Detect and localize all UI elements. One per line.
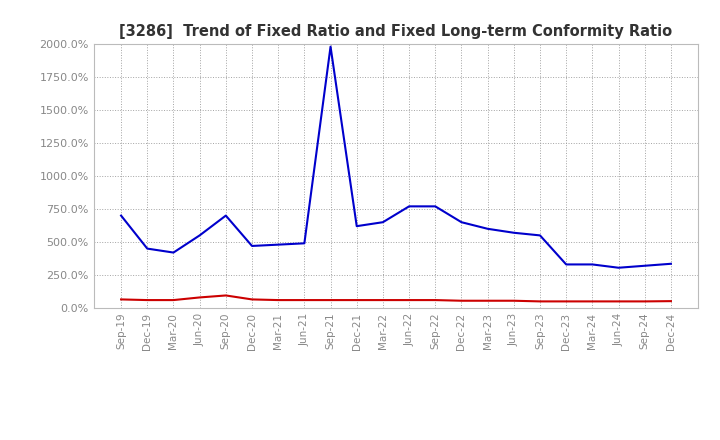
- Fixed Long-term Conformity Ratio: [169, 297, 178, 303]
- Fixed Long-term Conformity Ratio: [195, 295, 204, 300]
- Fixed Long-term Conformity Ratio: [431, 297, 440, 303]
- Fixed Ratio: [274, 242, 282, 247]
- Fixed Ratio: [248, 243, 256, 249]
- Line: Fixed Ratio: Fixed Ratio: [121, 47, 671, 268]
- Fixed Long-term Conformity Ratio: [588, 299, 597, 304]
- Fixed Ratio: [431, 204, 440, 209]
- Fixed Ratio: [588, 262, 597, 267]
- Fixed Long-term Conformity Ratio: [510, 298, 518, 304]
- Fixed Long-term Conformity Ratio: [248, 297, 256, 302]
- Fixed Ratio: [143, 246, 152, 251]
- Fixed Ratio: [562, 262, 570, 267]
- Fixed Ratio: [169, 250, 178, 255]
- Fixed Ratio: [195, 233, 204, 238]
- Fixed Ratio: [614, 265, 623, 270]
- Fixed Ratio: [640, 263, 649, 268]
- Fixed Long-term Conformity Ratio: [667, 298, 675, 304]
- Fixed Long-term Conformity Ratio: [614, 299, 623, 304]
- Fixed Ratio: [379, 220, 387, 225]
- Fixed Long-term Conformity Ratio: [326, 297, 335, 303]
- Fixed Long-term Conformity Ratio: [379, 297, 387, 303]
- Fixed Long-term Conformity Ratio: [222, 293, 230, 298]
- Fixed Ratio: [326, 44, 335, 49]
- Fixed Long-term Conformity Ratio: [352, 297, 361, 303]
- Fixed Ratio: [510, 230, 518, 235]
- Fixed Long-term Conformity Ratio: [562, 299, 570, 304]
- Fixed Long-term Conformity Ratio: [536, 299, 544, 304]
- Fixed Long-term Conformity Ratio: [117, 297, 125, 302]
- Fixed Long-term Conformity Ratio: [274, 297, 282, 303]
- Fixed Long-term Conformity Ratio: [300, 297, 309, 303]
- Title: [3286]  Trend of Fixed Ratio and Fixed Long-term Conformity Ratio: [3286] Trend of Fixed Ratio and Fixed Lo…: [120, 24, 672, 39]
- Fixed Ratio: [405, 204, 413, 209]
- Fixed Ratio: [536, 233, 544, 238]
- Fixed Long-term Conformity Ratio: [143, 297, 152, 303]
- Fixed Ratio: [117, 213, 125, 218]
- Fixed Long-term Conformity Ratio: [405, 297, 413, 303]
- Fixed Long-term Conformity Ratio: [483, 298, 492, 304]
- Fixed Ratio: [222, 213, 230, 218]
- Fixed Long-term Conformity Ratio: [457, 298, 466, 304]
- Fixed Ratio: [352, 224, 361, 229]
- Fixed Ratio: [300, 241, 309, 246]
- Fixed Ratio: [667, 261, 675, 266]
- Fixed Long-term Conformity Ratio: [640, 299, 649, 304]
- Fixed Ratio: [483, 226, 492, 231]
- Line: Fixed Long-term Conformity Ratio: Fixed Long-term Conformity Ratio: [121, 296, 671, 301]
- Fixed Ratio: [457, 220, 466, 225]
